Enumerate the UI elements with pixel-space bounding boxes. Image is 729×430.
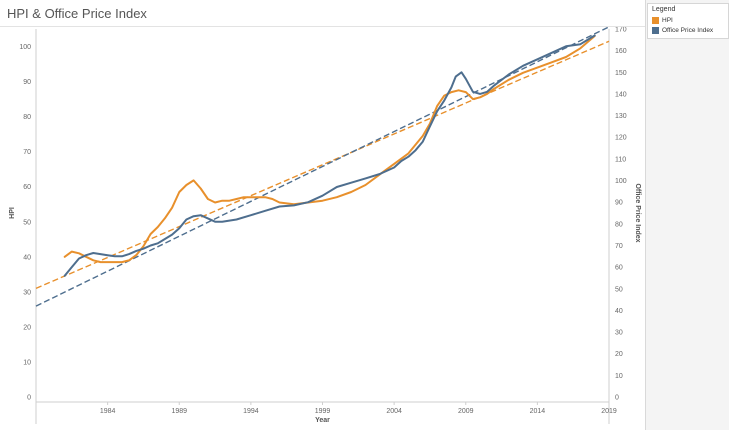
y-right-tick-label: 140	[615, 91, 627, 98]
y-right-tick-label: 170	[615, 27, 627, 34]
y-right-tick-label: 110	[615, 156, 626, 163]
y-right-tick-label: 80	[615, 221, 623, 228]
legend-label-office-price-index: Office Price Index	[662, 27, 714, 34]
trend-line-hpi	[35, 40, 610, 289]
y-right-tick-label: 60	[615, 265, 623, 272]
y-left-tick-label: 50	[23, 219, 31, 226]
y-axis-left-ticks: 0 10 20 30 40 50 60 70 80 90 100	[19, 44, 31, 401]
title-divider	[0, 26, 645, 27]
series-line-hpi[interactable]	[63, 35, 596, 264]
y-left-tick-label: 0	[27, 395, 31, 402]
y-right-tick-label: 30	[615, 330, 623, 337]
x-tick-label: 1999	[315, 408, 331, 415]
y-right-tick-label: 150	[615, 70, 627, 77]
y-right-tick-label: 0	[615, 395, 619, 402]
y-axis-right-title: Office Price Index	[634, 183, 641, 242]
legend-panel-background	[646, 0, 729, 430]
y-right-tick-label: 100	[615, 178, 627, 185]
x-tick-label: 1994	[243, 408, 259, 415]
y-left-tick-label: 70	[23, 149, 31, 156]
y-axis-right-ticks: 0 10 20 30 40 50 60 70 80 90 100 110 120 130 140 150 160…	[615, 27, 627, 402]
x-tick-label: 2009	[458, 408, 474, 415]
y-right-tick-label: 90	[615, 200, 623, 207]
y-left-tick-label: 90	[23, 79, 31, 86]
series-line-office-price-index[interactable]	[63, 34, 596, 277]
office-price-index-color-swatch	[652, 27, 659, 34]
trend-lines	[35, 27, 610, 307]
y-right-tick-label: 20	[615, 351, 623, 358]
hpi-office-line-chart[interactable]: 0 10 20 30 40 50 60 70 80 90 100 0 10 20 30 40 50 60 70 80…	[0, 27, 645, 430]
hpi-color-swatch	[652, 17, 659, 24]
x-axis-title: Year	[315, 417, 330, 424]
y-left-tick-label: 60	[23, 184, 31, 191]
y-left-tick-label: 100	[19, 44, 31, 51]
x-axis-ticks: 1984 1989 1994 1999 2004 2009 2014 2019	[100, 402, 617, 415]
y-right-tick-label: 70	[615, 243, 623, 250]
y-left-tick-label: 20	[23, 324, 31, 331]
legend[interactable]: Legend HPI Office Price Index	[647, 3, 729, 39]
y-left-tick-label: 40	[23, 254, 31, 261]
legend-item-office-price-index[interactable]: Office Price Index	[652, 27, 713, 36]
legend-item-hpi[interactable]: HPI	[652, 17, 673, 26]
y-axis-left-title: HPI	[9, 207, 16, 219]
y-right-tick-label: 50	[615, 286, 623, 293]
x-tick-label: 2014	[530, 408, 546, 415]
x-tick-label: 1989	[171, 408, 187, 415]
legend-label-hpi: HPI	[662, 17, 673, 24]
dashboard: HPI & Office Price Index 0 10 20 30 40 50 60 70…	[0, 0, 646, 430]
y-right-tick-label: 40	[615, 308, 623, 315]
y-left-tick-label: 10	[23, 359, 31, 366]
y-left-tick-label: 30	[23, 289, 31, 296]
page-title: HPI & Office Price Index	[7, 6, 147, 21]
plot-frame	[35, 29, 610, 424]
y-right-tick-label: 130	[615, 113, 627, 120]
trend-line-office-price-index	[35, 27, 610, 307]
x-tick-label: 2004	[386, 408, 402, 415]
y-right-tick-label: 120	[615, 135, 627, 142]
y-right-tick-label: 10	[615, 373, 623, 380]
x-tick-label: 2019	[601, 408, 617, 415]
series-lines[interactable]	[63, 34, 596, 277]
x-tick-label: 1984	[100, 408, 116, 415]
legend-title: Legend	[652, 6, 676, 13]
y-left-tick-label: 80	[23, 114, 31, 121]
y-right-tick-label: 160	[615, 48, 627, 55]
